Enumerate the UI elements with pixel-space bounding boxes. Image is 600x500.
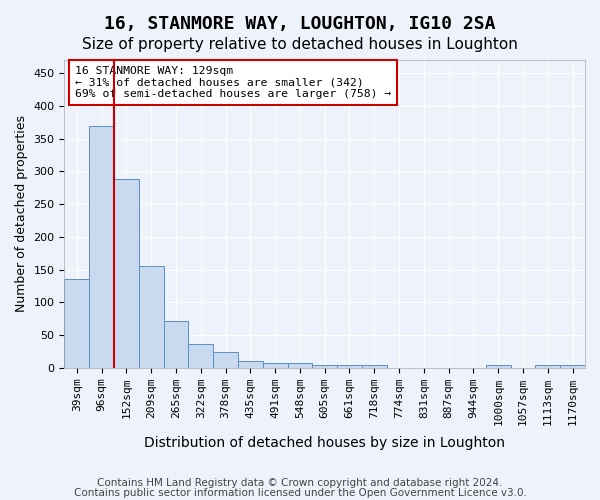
Bar: [362, 366, 386, 368]
Bar: [213, 352, 238, 368]
Bar: [164, 320, 188, 368]
Bar: [287, 364, 313, 368]
Text: Contains public sector information licensed under the Open Government Licence v3: Contains public sector information licen…: [74, 488, 526, 498]
Bar: [139, 266, 164, 368]
X-axis label: Distribution of detached houses by size in Loughton: Distribution of detached houses by size …: [144, 436, 505, 450]
Bar: [64, 280, 89, 368]
Bar: [535, 366, 560, 368]
Text: Contains HM Land Registry data © Crown copyright and database right 2024.: Contains HM Land Registry data © Crown c…: [97, 478, 503, 488]
Bar: [486, 366, 511, 368]
Bar: [114, 179, 139, 368]
Bar: [263, 362, 287, 368]
Bar: [238, 362, 263, 368]
Text: Size of property relative to detached houses in Loughton: Size of property relative to detached ho…: [82, 38, 518, 52]
Bar: [313, 366, 337, 368]
Bar: [337, 366, 362, 368]
Bar: [560, 366, 585, 368]
Bar: [188, 344, 213, 368]
Text: 16 STANMORE WAY: 129sqm
← 31% of detached houses are smaller (342)
69% of semi-d: 16 STANMORE WAY: 129sqm ← 31% of detache…: [75, 66, 391, 100]
Bar: [89, 126, 114, 368]
Text: 16, STANMORE WAY, LOUGHTON, IG10 2SA: 16, STANMORE WAY, LOUGHTON, IG10 2SA: [104, 15, 496, 33]
Y-axis label: Number of detached properties: Number of detached properties: [15, 116, 28, 312]
